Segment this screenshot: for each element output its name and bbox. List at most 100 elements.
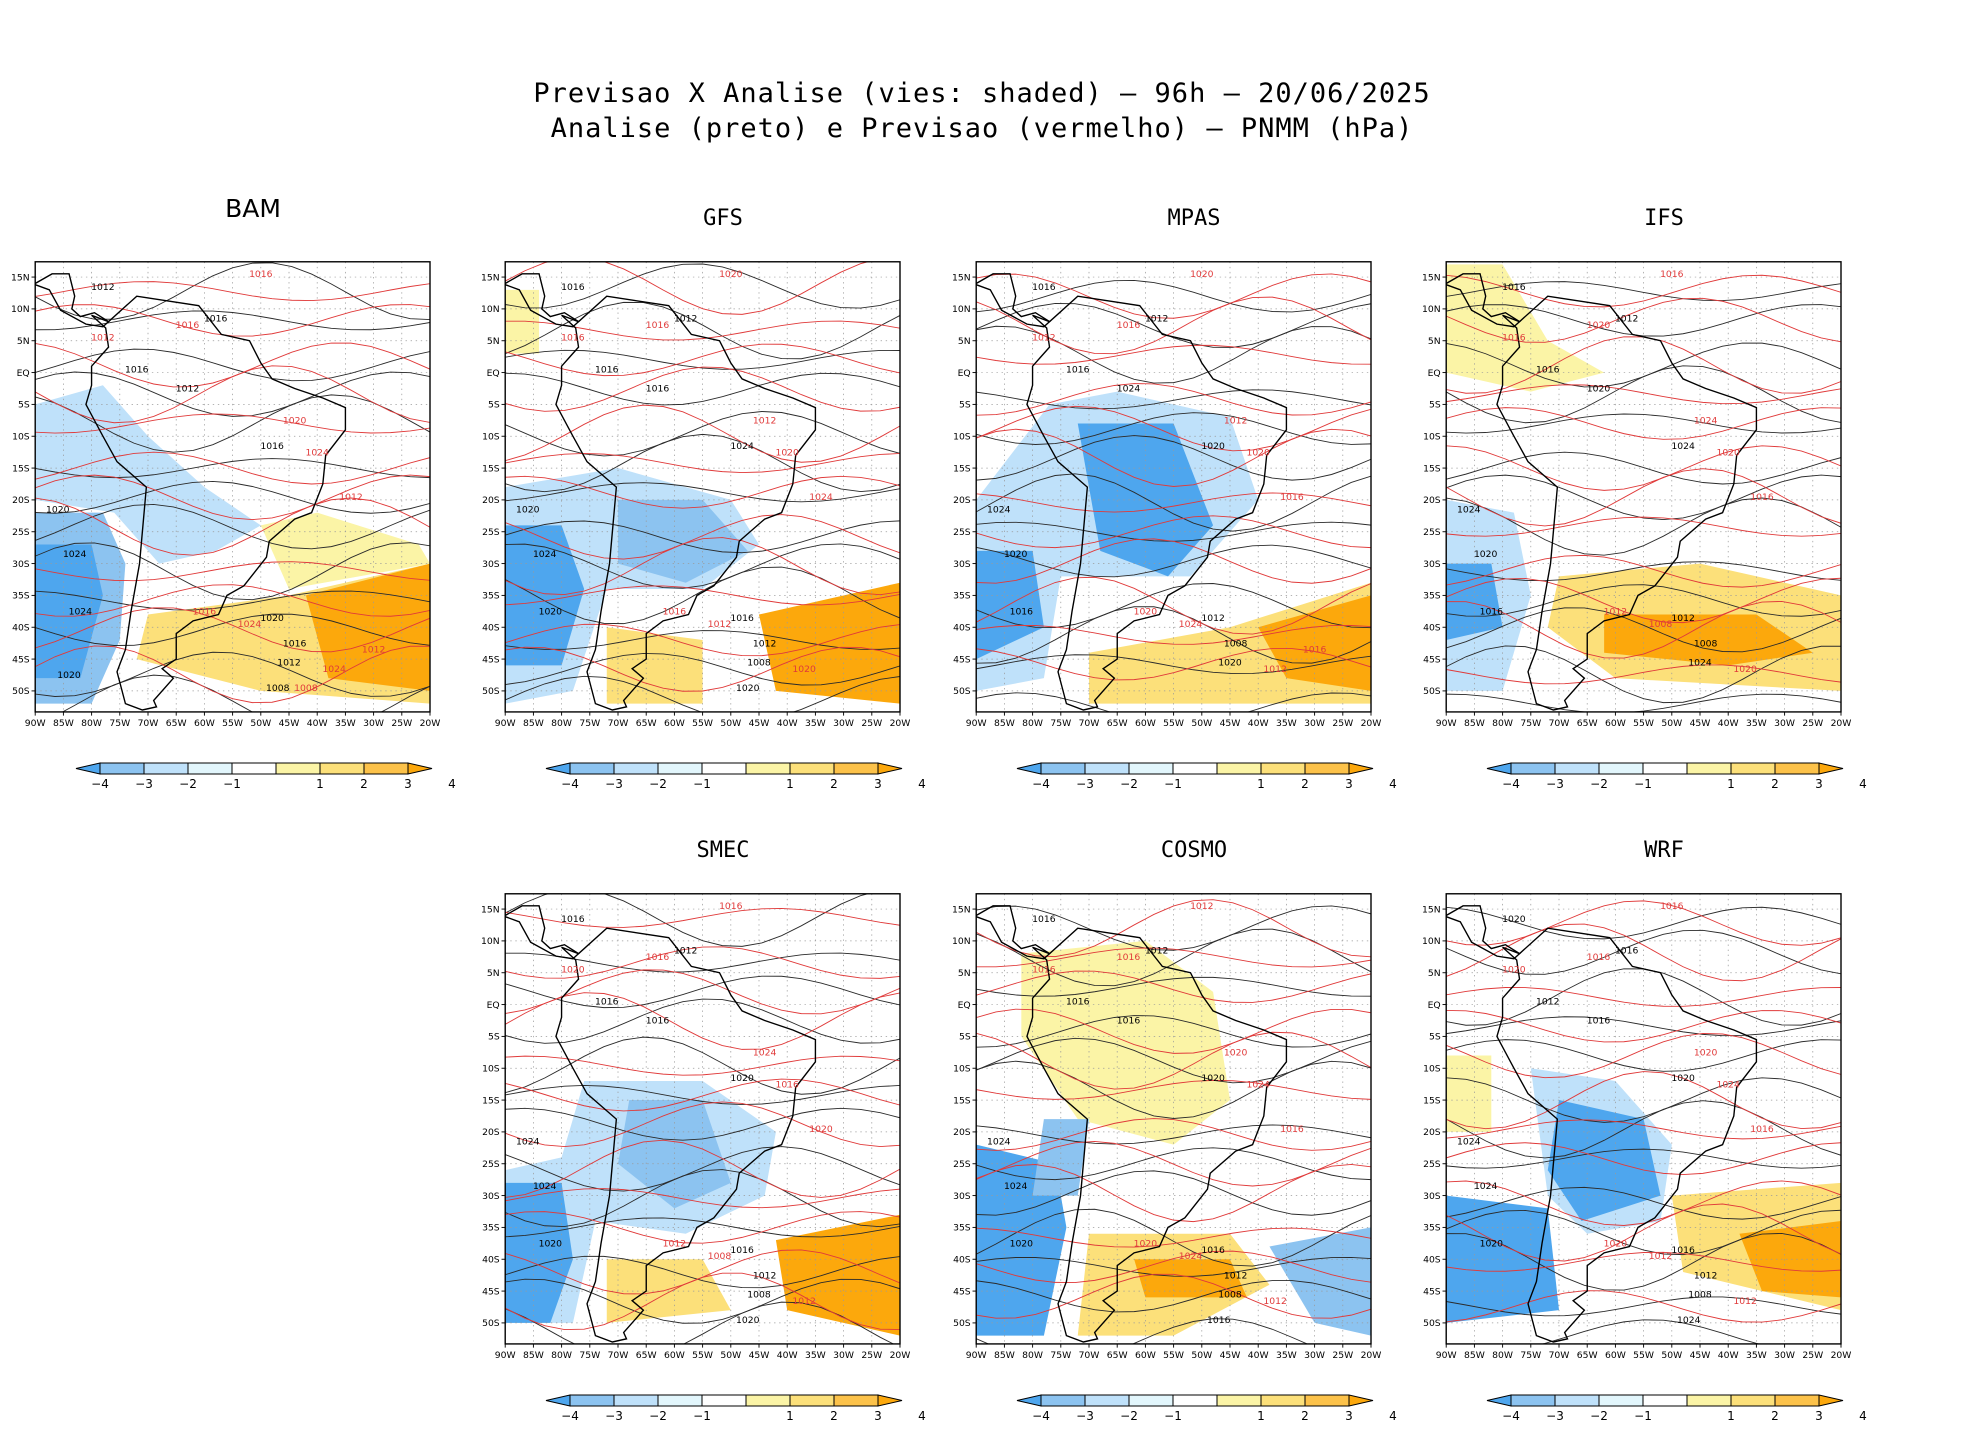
forecast-isobar-label: 1012 — [1733, 1296, 1756, 1307]
forecast-isobar-label: 1012 — [1604, 607, 1627, 618]
analysis-isobar-label: 1016 — [1032, 914, 1056, 925]
isobar-line — [976, 405, 1371, 452]
isobar-line — [976, 1227, 1371, 1248]
lon-tick-label: 50W — [1191, 718, 1212, 729]
analysis-isobar-label: 1012 — [1145, 314, 1168, 325]
colorbar-low-arrow — [1486, 762, 1512, 775]
isobar-line — [976, 905, 1371, 951]
analysis-isobar-label: 1024 — [1457, 1137, 1481, 1148]
isobar-line — [976, 344, 1371, 365]
south-america-coastline — [1026, 927, 1288, 1343]
forecast-isobar-label: 1016 — [1280, 492, 1304, 503]
lon-tick-label: 35W — [1746, 718, 1767, 729]
colorbar-tick-label: −3 — [1546, 777, 1564, 791]
forecast-isobar-label: 1016 — [1660, 901, 1684, 912]
lat-tick-label: 35S — [482, 591, 500, 602]
lon-tick-label: 55W — [222, 718, 243, 729]
forecast-isobar-label: 1008 — [1649, 619, 1673, 630]
lat-tick-label: 15N — [481, 904, 500, 915]
colorbar-swatch — [1642, 1394, 1688, 1407]
lat-tick-label: 10S — [482, 1063, 500, 1074]
colorbar-tick-label: 2 — [1771, 777, 1779, 791]
analysis-isobar-label: 1016 — [1207, 1315, 1231, 1326]
central-america-coastline — [1446, 905, 1521, 960]
forecast-isobar-label: 1024 — [1246, 1079, 1270, 1090]
colorbar-tick-label: −1 — [1634, 777, 1652, 791]
analysis-isobar-label: 1020 — [260, 613, 284, 624]
isobar-line — [505, 482, 900, 503]
lon-tick-label: 65W — [1107, 718, 1128, 729]
bias-shade — [1032, 1119, 1090, 1196]
isobar-line — [35, 645, 430, 704]
colorbar-bam: −4 −3 −2 −1 1 2 3 4 — [75, 762, 456, 791]
colorbar-tick-label: 3 — [874, 1409, 882, 1423]
colorbar-swatch — [613, 762, 659, 775]
isobar-line — [35, 613, 430, 646]
lon-tick-label: 60W — [664, 1350, 685, 1361]
isobar-line — [505, 366, 900, 412]
lat-tick-label: 15N — [481, 272, 500, 283]
analysis-isobar-label: 1012 — [1536, 997, 1559, 1008]
isobar-line — [976, 303, 1371, 348]
colorbar-swatch — [1774, 762, 1820, 775]
map-panel-bam: 1012101610161012101610201024102410201016… — [11, 261, 440, 729]
forecast-isobar-label: 1012 — [1263, 664, 1286, 675]
map-panel-gfs: 1016101210161016102410201024102010161012… — [481, 261, 910, 729]
isobar-line — [976, 648, 1371, 681]
colorbar-tick-label: 2 — [830, 777, 838, 791]
forecast-isobar-label: 1016 — [663, 607, 687, 618]
analysis-isobar-label: 1020 — [46, 505, 70, 516]
colorbar-swatch — [1172, 1394, 1218, 1407]
analysis-isobar-label: 1016 — [1536, 365, 1560, 376]
bias-shade — [606, 627, 703, 704]
isobar-line — [1446, 577, 1841, 624]
analysis-isobar-label: 1024 — [63, 549, 87, 560]
lat-tick-label: 30S — [1423, 1191, 1441, 1202]
lat-tick-label: 20S — [482, 495, 500, 506]
analysis-isobar-label: 1012 — [1694, 1270, 1717, 1281]
lon-tick-label: 80W — [1022, 718, 1043, 729]
lon-tick-label: 75W — [1050, 718, 1071, 729]
colorbar-tick-label: −3 — [605, 1409, 623, 1423]
lon-tick-label: 75W — [1520, 1350, 1541, 1361]
lon-tick-label: 20W — [1831, 718, 1852, 729]
colorbar-high-arrow — [1348, 1394, 1374, 1407]
central-america-coastline — [505, 273, 580, 328]
isobar-line — [35, 504, 430, 550]
isobar-line — [35, 348, 430, 382]
analysis-isobar-label: 1008 — [1688, 1289, 1712, 1300]
colorbar-swatch — [833, 762, 879, 775]
forecast-isobar-label: 1012 — [1224, 416, 1247, 427]
lat-tick-label: 45S — [1423, 1286, 1441, 1297]
lat-tick-label: 15N — [952, 904, 971, 915]
forecast-isobar-label: 1016 — [193, 607, 217, 618]
colorbar-tick-label: −4 — [1032, 777, 1050, 791]
lon-tick-label: 30W — [363, 718, 384, 729]
isobar-line — [505, 433, 900, 493]
lon-tick-label: 45W — [749, 718, 770, 729]
colorbar-tick-label: 1 — [786, 1409, 794, 1423]
colorbar-swatch — [789, 1394, 835, 1407]
colorbar-swatch — [1686, 762, 1732, 775]
colorbar-low-arrow — [1016, 762, 1042, 775]
panel-title-wrf: WRF — [1644, 838, 1684, 863]
lon-tick-label: 65W — [166, 718, 187, 729]
lat-tick-label: 15N — [1422, 904, 1441, 915]
isobar-line — [976, 544, 1371, 578]
forecast-isobar-label: 1016 — [1750, 492, 1774, 503]
lat-tick-label: 15S — [953, 1095, 971, 1106]
colorbar-low-arrow — [545, 762, 571, 775]
analysis-isobar-label: 1016 — [1010, 607, 1034, 618]
isobar-line — [35, 497, 430, 556]
isobar-line — [505, 1101, 900, 1147]
isobar-line — [976, 538, 1371, 584]
lat-tick-label: 50S — [482, 1318, 500, 1329]
colorbar-swatch — [1084, 1394, 1130, 1407]
isobar-line — [976, 692, 1371, 712]
isobar-line — [35, 651, 430, 697]
lat-tick-label: EQ — [1428, 1000, 1441, 1011]
analysis-isobar-label: 1008 — [1224, 638, 1248, 649]
colorbar-tick-label: 2 — [1301, 777, 1309, 791]
isobar-line — [1446, 1010, 1841, 1043]
lat-tick-label: 10S — [1423, 1063, 1441, 1074]
